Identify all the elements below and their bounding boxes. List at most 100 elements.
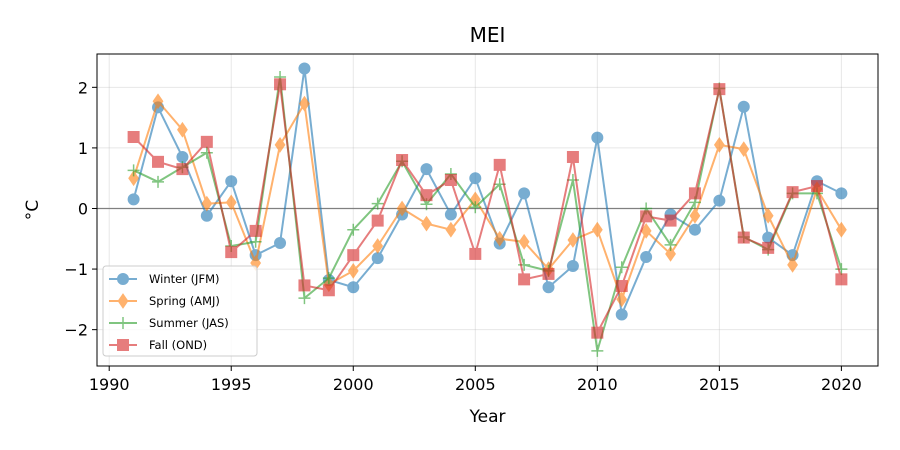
data-point [128, 170, 140, 187]
data-point [127, 164, 140, 177]
data-point [713, 194, 726, 207]
data-point [640, 250, 653, 263]
data-point [786, 186, 799, 199]
legend-entry: Fall (OND) [109, 338, 207, 352]
data-point [542, 281, 555, 294]
y-tick-label: −2 [64, 321, 88, 340]
data-point [200, 209, 213, 222]
data-point [421, 215, 432, 232]
chart-title: MEI [470, 23, 506, 47]
data-point [298, 292, 311, 305]
y-axis-ticks: −2 −1 0 1 2 [64, 78, 97, 340]
legend-box [102, 265, 258, 357]
series-layer [127, 62, 848, 357]
data-point [152, 93, 164, 110]
y-tick-label: 1 [78, 139, 88, 158]
data-point [225, 194, 237, 211]
data-point [493, 158, 506, 171]
y-axis-label: °C [23, 200, 43, 220]
data-point [787, 256, 798, 273]
data-point [249, 224, 262, 237]
data-point [274, 136, 286, 153]
data-point [200, 135, 213, 148]
data-point [127, 193, 140, 206]
data-point [518, 187, 531, 200]
data-point [371, 252, 384, 265]
legend-swatch [109, 293, 137, 309]
data-point [117, 273, 129, 285]
x-axis-ticks: 1990 1995 2000 2005 2010 2015 2020 [89, 366, 862, 394]
data-point [762, 207, 774, 224]
x-tick-label: 1995 [211, 375, 252, 394]
data-point [469, 172, 482, 185]
data-point [249, 235, 262, 248]
x-tick-label: 1990 [89, 375, 130, 394]
data-point [274, 237, 287, 250]
data-point [298, 62, 311, 75]
series-fall-ond [127, 78, 848, 339]
data-point [567, 232, 579, 248]
data-point [835, 263, 848, 276]
data-point [615, 261, 628, 274]
data-point [688, 187, 701, 200]
data-point [664, 238, 677, 251]
legend-label: Spring (AMJ) [149, 294, 220, 308]
data-point [713, 136, 725, 153]
legend: Winter (JFM) Spring (AMJ) Summer (JAS) Fall… [102, 265, 258, 357]
data-point [372, 238, 384, 254]
legend-entry: Winter (JFM) [109, 272, 219, 286]
x-tick-label: 2020 [821, 375, 862, 394]
data-point [225, 175, 238, 188]
data-point [738, 141, 750, 157]
x-axis-label: Year [469, 407, 506, 427]
data-point [347, 263, 359, 279]
data-point [274, 78, 287, 91]
x-tick-label: 2015 [699, 375, 740, 394]
data-point [420, 189, 433, 202]
data-point [299, 95, 310, 112]
data-point [542, 267, 555, 280]
data-point [566, 150, 579, 163]
data-point [322, 272, 335, 285]
data-point [615, 308, 628, 321]
data-point [640, 210, 653, 223]
y-tick-label: −1 [64, 260, 88, 279]
data-point [347, 281, 360, 294]
legend-swatch [109, 339, 137, 351]
data-point [469, 247, 482, 260]
legend-entry: Summer (JAS) [109, 316, 229, 330]
data-point [835, 187, 848, 200]
data-point [445, 221, 457, 238]
data-point [566, 260, 579, 273]
data-point [518, 233, 530, 250]
x-tick-label: 2000 [333, 375, 374, 394]
data-point [835, 273, 848, 286]
data-point [396, 200, 408, 217]
data-point [615, 280, 628, 293]
x-tick-label: 2010 [577, 375, 618, 394]
data-point [371, 197, 384, 210]
data-point [152, 175, 165, 188]
data-point [152, 155, 165, 168]
y-tick-label: 2 [78, 78, 88, 97]
legend-entry: Spring (AMJ) [109, 293, 220, 309]
y-tick-label: 0 [78, 199, 88, 218]
data-point [117, 293, 129, 309]
data-point [322, 284, 335, 297]
data-point [762, 241, 775, 254]
legend-swatch [109, 317, 137, 329]
data-point [713, 83, 726, 96]
data-point [225, 246, 238, 259]
data-point [127, 130, 140, 143]
plot-area-frame [96, 53, 879, 367]
x-tick-label: 2005 [455, 375, 496, 394]
data-point [444, 174, 457, 187]
data-point [737, 231, 750, 244]
data-point [347, 223, 360, 236]
data-point [200, 146, 213, 159]
data-point [176, 150, 189, 163]
legend-label: Winter (JFM) [149, 272, 219, 286]
data-point [616, 291, 628, 308]
data-point [688, 223, 701, 236]
